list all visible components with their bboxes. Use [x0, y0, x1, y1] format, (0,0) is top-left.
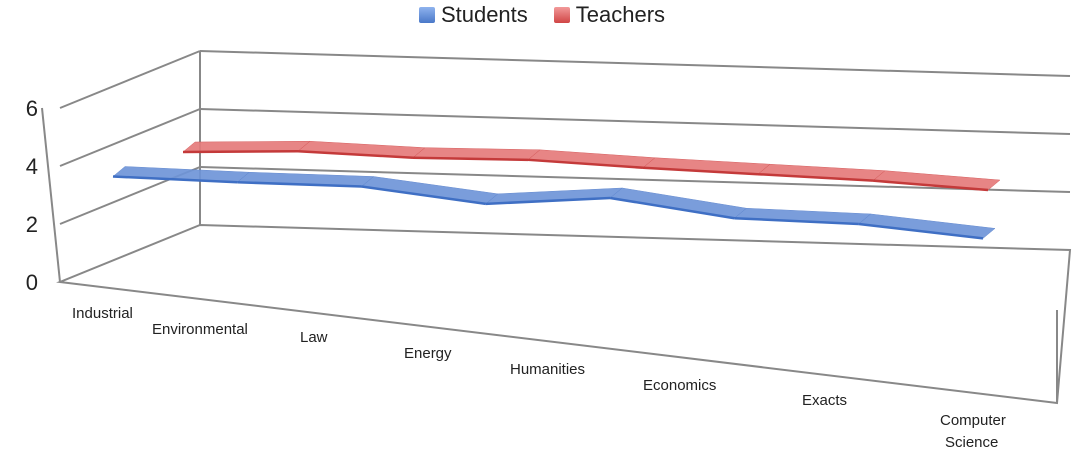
teachers-ribbon-edge [297, 149, 414, 159]
legend-label-teachers: Teachers [575, 2, 666, 27]
students-ribbon-edge [858, 222, 984, 240]
y-tick-label: 0 [26, 270, 38, 295]
x-tick-label: Industrial [72, 305, 133, 322]
chart-floor [56, 223, 1072, 405]
legend-swatch-teachers [553, 7, 570, 23]
y-axis-line [41, 107, 61, 283]
legend-label-students: Students [440, 2, 528, 27]
back-gridline [199, 108, 1071, 135]
students-ribbon-edge [485, 196, 611, 206]
students-ribbon-edge [609, 196, 735, 220]
teachers-ribbon-edge [642, 166, 759, 176]
x-tick-label: Humanities [510, 361, 585, 378]
legend: Students Teachers [0, 2, 1084, 28]
legend-swatch-students [418, 7, 435, 23]
side-gridline [59, 108, 201, 167]
back-gridline [199, 50, 1071, 77]
teachers-ribbon-edge [412, 156, 529, 162]
students-ribbon-edge [112, 175, 238, 184]
students-ribbon-edge [237, 180, 362, 188]
legend-item-students: Students [418, 2, 528, 28]
x-tick-label: Environmental [152, 321, 248, 338]
x-tick-label: Energy [404, 345, 452, 362]
teachers-ribbon-edge [527, 158, 644, 169]
y-tick-label: 6 [26, 96, 38, 121]
students-ribbon-segment [609, 187, 748, 219]
side-gridline [59, 50, 201, 109]
x-tick-label: Law [300, 329, 328, 346]
x-tick-label: Computer [940, 412, 1006, 429]
teachers-ribbon-edge [757, 172, 874, 182]
y-tick-label: 2 [26, 212, 38, 237]
students-ribbon-edge [361, 185, 487, 206]
students-ribbon-edge [734, 216, 859, 226]
back-gridline [199, 166, 1071, 193]
x-tick-label: Science [945, 434, 998, 451]
x-tick-label: Exacts [802, 392, 847, 409]
y-tick-label: 4 [26, 154, 38, 179]
legend-item-teachers: Teachers [553, 2, 666, 28]
teachers-ribbon-edge [182, 149, 299, 154]
x-tick-label: Economics [643, 377, 716, 394]
teachers-ribbon-edge [872, 179, 989, 192]
